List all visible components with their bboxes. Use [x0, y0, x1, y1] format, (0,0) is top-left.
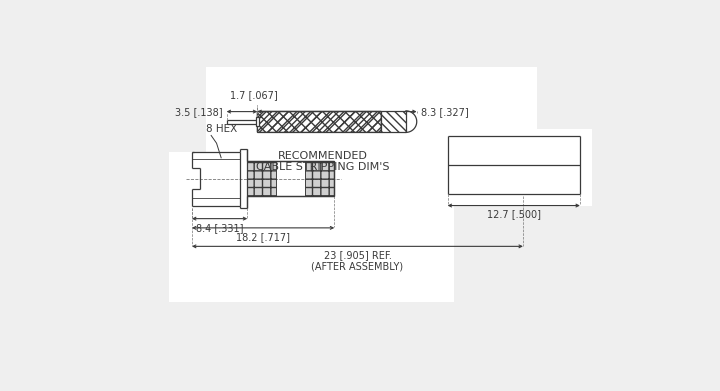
Bar [257, 111, 381, 133]
Text: 8.4 [.331]: 8.4 [.331] [196, 223, 243, 233]
Bar [206, 67, 537, 152]
Bar [381, 111, 406, 133]
Text: 23 [.905] REF.
(AFTER ASSEMBLY): 23 [.905] REF. (AFTER ASSEMBLY) [311, 250, 403, 272]
Bar [248, 161, 276, 196]
Bar [305, 161, 334, 196]
Bar [276, 161, 305, 196]
Bar [168, 152, 454, 302]
Text: 8 HEX: 8 HEX [206, 124, 237, 134]
Text: 8.3 [.327]: 8.3 [.327] [420, 107, 468, 117]
Text: 1.7 [.067]: 1.7 [.067] [230, 90, 277, 100]
Text: RECOMMENDED
CABLE STRIPPING DIM'S: RECOMMENDED CABLE STRIPPING DIM'S [256, 151, 390, 172]
Text: 18.2 [.717]: 18.2 [.717] [236, 233, 290, 242]
Bar [256, 117, 259, 126]
Bar [438, 129, 593, 206]
Bar [305, 161, 334, 196]
Bar [257, 111, 381, 133]
Text: 3.5 [.138]: 3.5 [.138] [175, 107, 222, 117]
Bar [248, 161, 276, 196]
Bar [381, 111, 406, 133]
Text: 12.7 [.500]: 12.7 [.500] [487, 209, 541, 219]
